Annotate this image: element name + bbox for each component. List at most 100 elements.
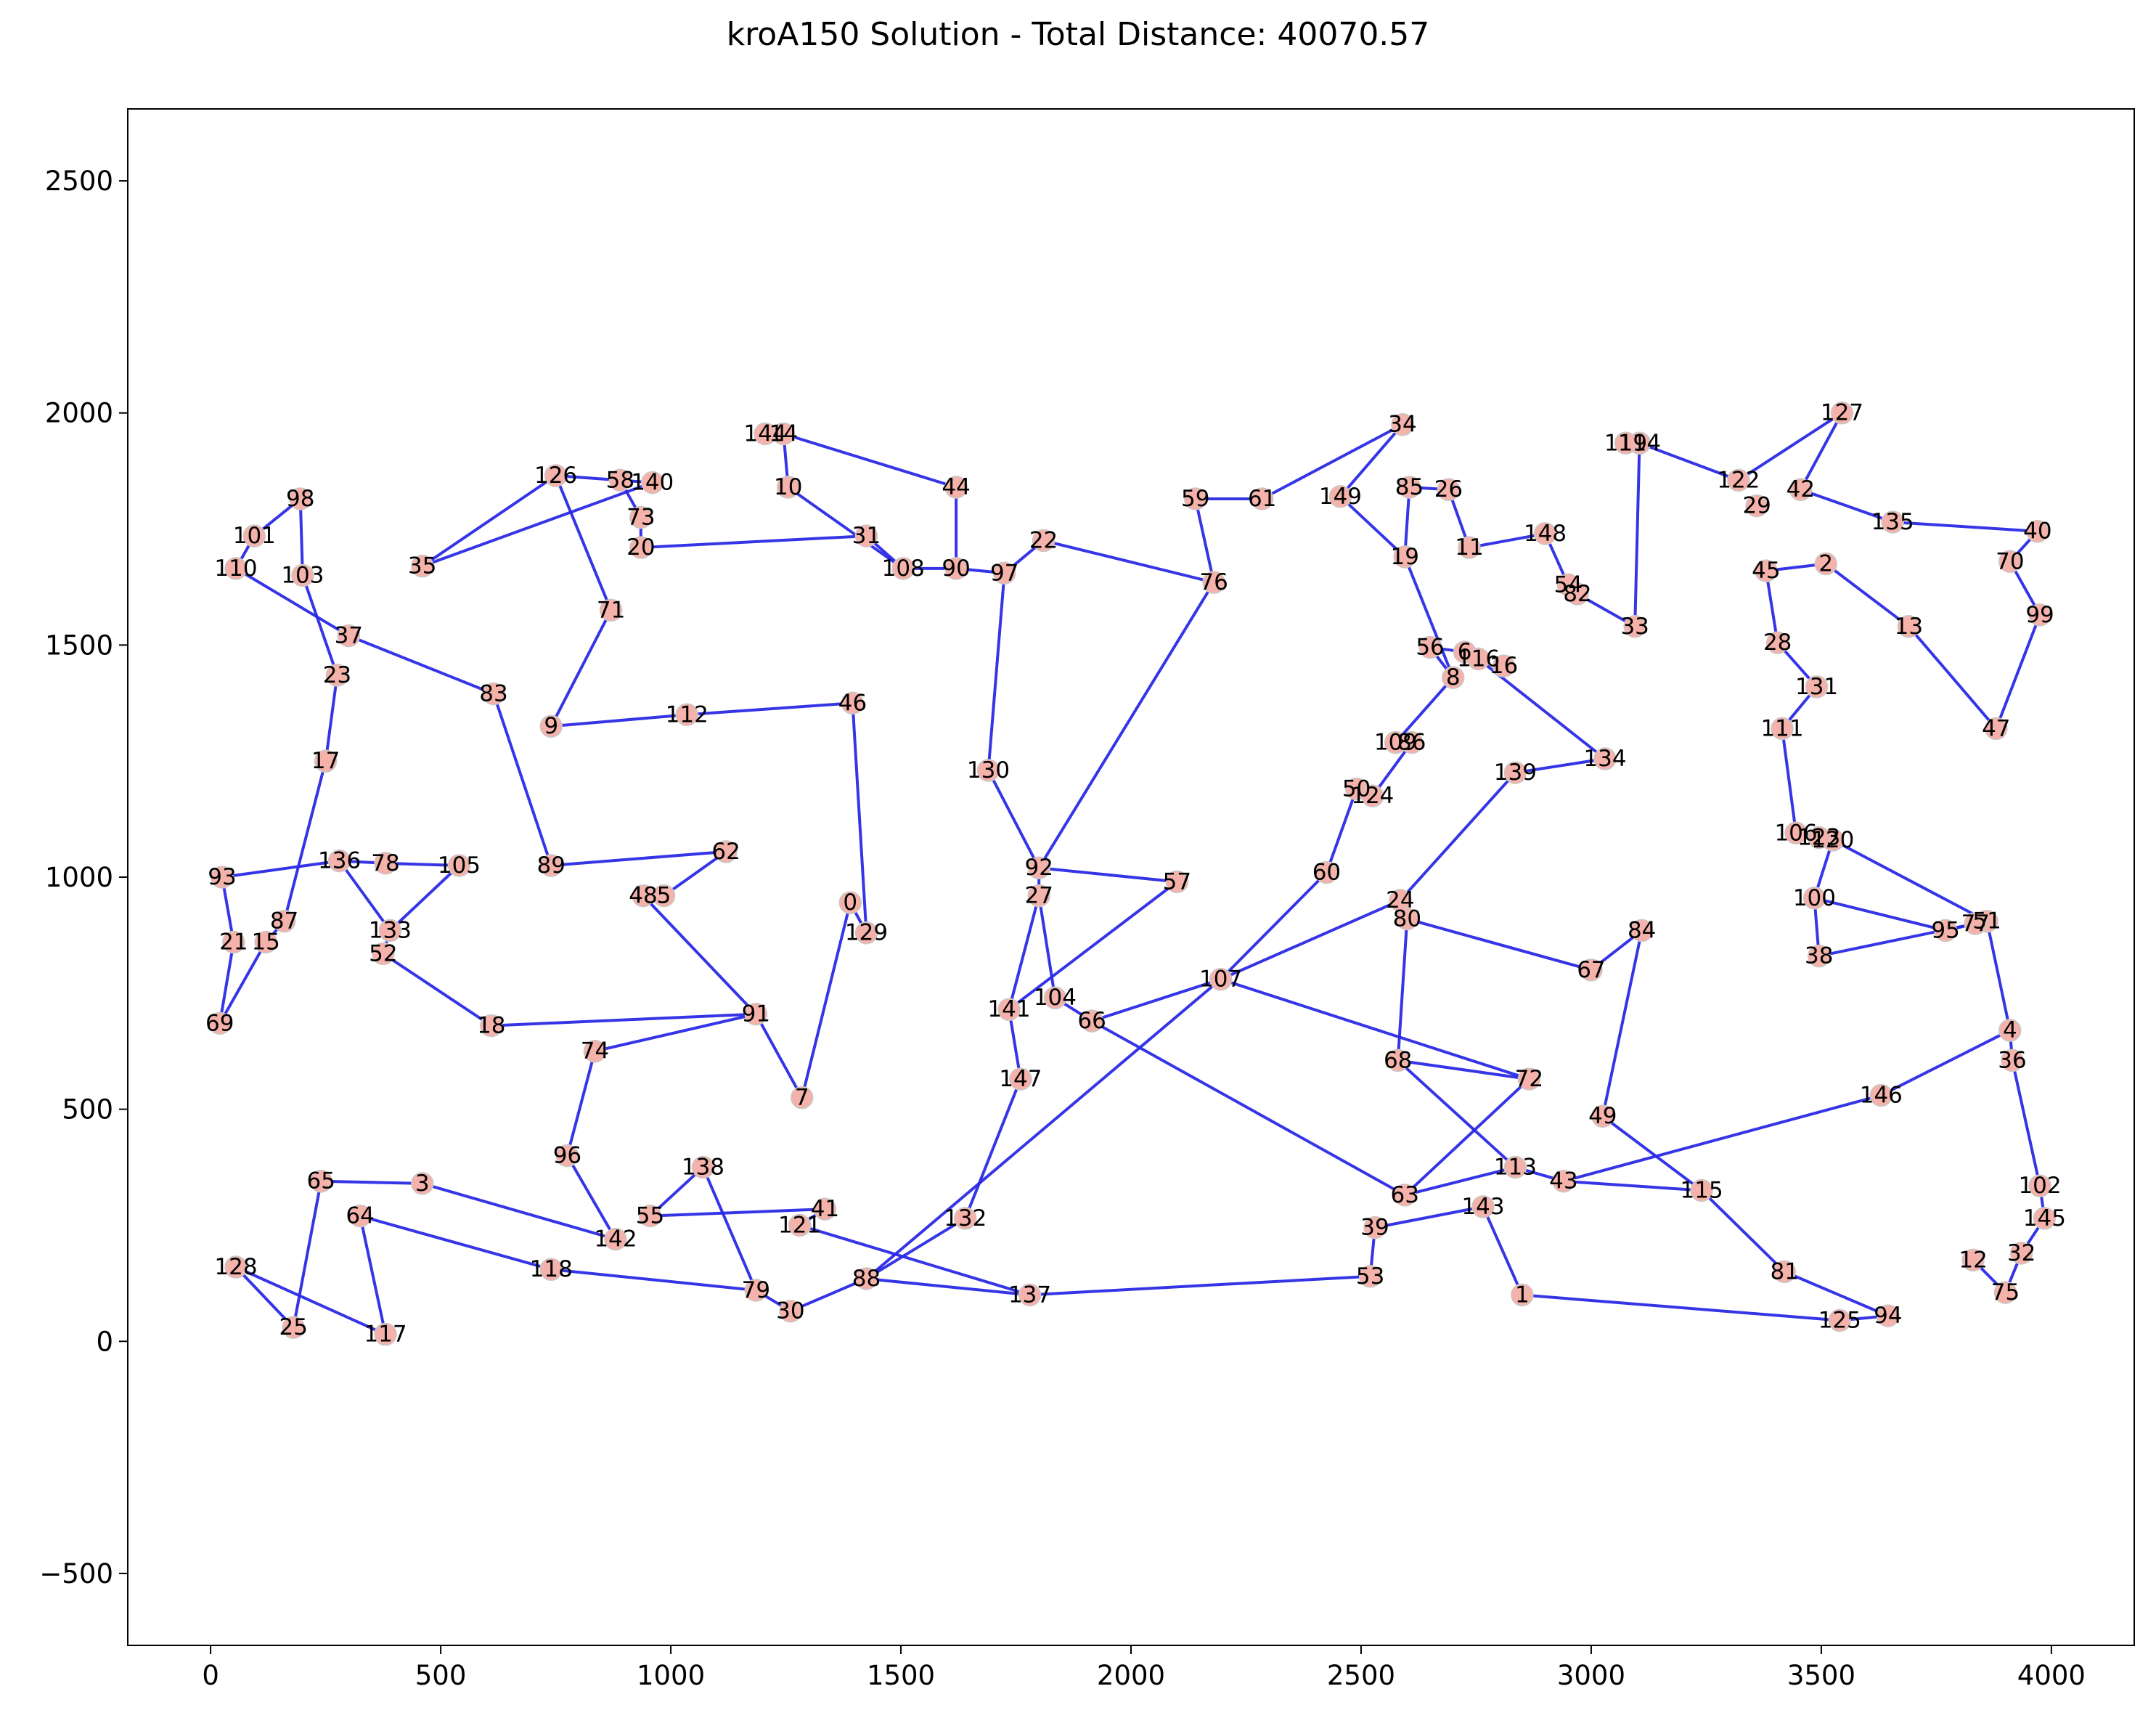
route-edge-89-62 [551,850,727,868]
city-label-115: 115 [1681,1178,1723,1204]
city-label-1: 1 [1515,1282,1530,1308]
city-node-87 [272,909,296,933]
route-edge-142-3 [422,1181,616,1241]
city-label-31: 31 [852,523,881,549]
route-edge-2-13 [1825,562,1910,628]
city-node-69 [208,1011,232,1035]
city-nodes [208,401,2057,1346]
city-label-137: 137 [1008,1282,1051,1308]
city-label-129: 129 [845,920,888,946]
city-label-9: 9 [544,713,558,739]
route-edge-14-44 [783,432,957,489]
route-edge-115-49 [1601,1115,1703,1192]
city-node-78 [374,852,397,875]
city-label-3: 3 [415,1171,430,1197]
city-label-101: 101 [233,523,276,549]
city-label-60: 60 [1312,860,1341,886]
city-node-123 [1807,826,1831,850]
city-label-127: 127 [1821,400,1863,426]
route-edge-148-11 [1469,532,1545,550]
city-node-140 [640,471,664,494]
city-label-63: 63 [1390,1182,1418,1208]
route-edge-25-128 [234,1266,295,1329]
city-node-106 [1784,821,1808,845]
x-tick-label-8: 4000 [2017,1660,2086,1691]
city-label-68: 68 [1384,1048,1412,1074]
route-edge-4-51 [1985,921,2012,1031]
city-node-111 [1771,717,1794,741]
route-edge-97-130 [987,573,1006,771]
city-label-10: 10 [774,474,802,500]
city-label-0: 0 [843,889,857,916]
city-label-76: 76 [1199,569,1228,595]
city-label-85: 85 [1395,474,1424,500]
city-label-106: 106 [1774,820,1817,846]
x-axis: 0 500 1000 1500 2000 2500 3000 3500 4000 [202,1645,2086,1691]
city-label-116: 116 [1457,646,1500,672]
city-node-113 [1503,1155,1527,1179]
city-node-124 [1361,784,1384,807]
city-node-125 [1828,1308,1852,1332]
city-label-70: 70 [1996,548,2024,574]
route-edge-91-7 [754,1013,804,1099]
route-edge-51-120 [1832,839,1988,923]
route-edge-43-146 [1563,1094,1882,1183]
city-label-4: 4 [2003,1017,2017,1043]
city-label-121: 121 [778,1212,821,1238]
route-edge-7-0 [800,902,852,1099]
route-edge-81-115 [1700,1189,1786,1273]
city-label-81: 81 [1770,1258,1798,1285]
city-node-72 [1517,1067,1541,1091]
route-edge-109-8 [1395,676,1455,744]
route-edge-64-118 [359,1214,552,1271]
city-label-114: 114 [1618,430,1661,456]
city-label-74: 74 [581,1038,609,1064]
city-label-92: 92 [1024,855,1053,881]
city-node-92 [1027,856,1050,879]
city-node-29 [1745,494,1768,518]
city-label-6: 6 [1458,639,1472,665]
city-label-131: 131 [1795,674,1838,700]
city-label-39: 39 [1360,1215,1389,1241]
city-node-96 [555,1144,579,1168]
city-node-42 [1789,478,1813,501]
route-edge-19-8 [1403,556,1455,678]
city-label-102: 102 [2018,1173,2061,1199]
city-label-110: 110 [214,555,257,582]
city-node-34 [1391,412,1414,436]
city-label-34: 34 [1388,412,1416,438]
city-label-28: 28 [1763,630,1792,656]
route-edge-43-115 [1563,1179,1702,1192]
route-edge-18-91 [491,1012,756,1027]
city-node-39 [1363,1216,1387,1239]
x-tick-label-4: 2000 [1097,1660,1165,1691]
city-node-30 [779,1299,802,1323]
route-edge-130-92 [987,770,1040,869]
city-label-145: 145 [2023,1205,2066,1231]
route-edge-21-69 [218,942,235,1024]
route-edge-9-71 [550,609,613,728]
city-label-89: 89 [537,852,565,879]
city-node-102 [2028,1174,2051,1197]
city-node-104 [1043,986,1067,1009]
city-node-8 [1442,666,1465,689]
city-label-108: 108 [882,555,925,582]
city-node-108 [891,557,915,580]
city-label-84: 84 [1628,918,1656,944]
city-node-61 [1250,487,1274,510]
city-node-122 [1727,468,1750,492]
city-label-54: 54 [1554,571,1583,598]
city-node-93 [211,866,234,889]
city-node-62 [714,840,738,863]
city-node-116 [1466,647,1490,671]
city-node-40 [2026,519,2049,543]
city-label-18: 18 [477,1013,505,1039]
route-edge-108-10 [787,486,905,570]
city-node-52 [372,942,395,966]
route-edge-40-135 [1892,520,2038,533]
route-edge-143-1 [1482,1206,1524,1296]
route-edge-71-126 [554,475,613,611]
route-edge-57-141 [1008,880,1178,1011]
route-edge-46-112 [687,701,853,717]
